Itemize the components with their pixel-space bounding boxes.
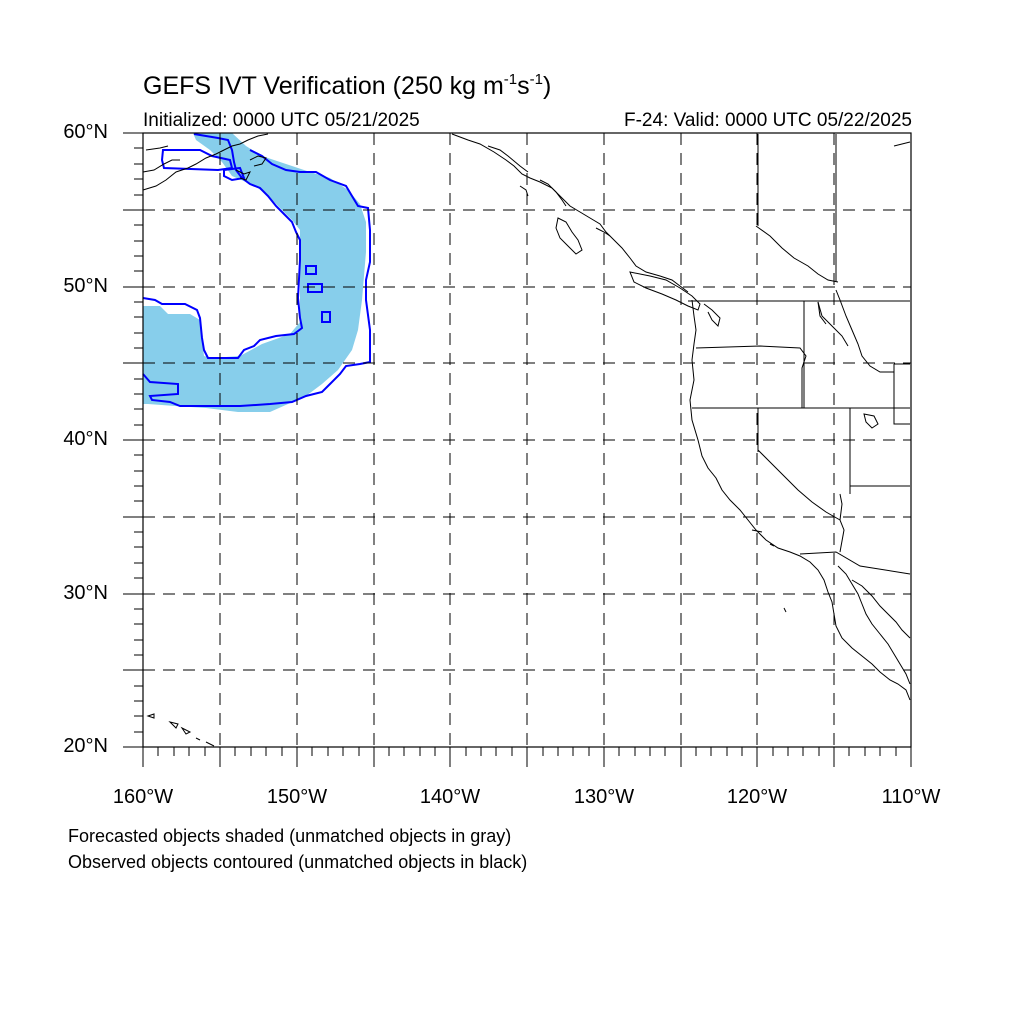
us-west-coast [689,299,911,701]
forecast-note: Forecasted objects shaded (unmatched obj… [68,826,512,846]
bc-coast [451,133,689,293]
lat-label-50n: 50°N [63,275,108,297]
coastlines [142,133,911,747]
initialized-time: Initialized: 0000 UTC 05/21/2025 [143,110,420,131]
map-title: GEFS IVT Verification (250 kg m-1s-1) [143,72,551,101]
alaska-peninsula-coast [142,133,269,191]
vancouver-island [629,271,701,311]
title-unit-s: s [517,72,530,100]
title-text: GEFS IVT Verification (250 kg m [143,72,504,100]
lon-label-160w: 160°W [112,786,174,808]
sierra-line [757,449,841,521]
valid-time: F-24: Valid: 0000 UTC 05/22/2025 [624,110,912,131]
lon-label-150w: 150°W [266,786,328,808]
axis-ticks [123,132,912,767]
title-exponent-1: -1 [503,71,518,88]
lon-label-120w: 120°W [726,786,788,808]
lat-label-60n: 60°N [63,121,108,143]
lat-label-40n: 40°N [63,428,108,450]
observed-note: Observed objects contoured (unmatched ob… [68,852,528,872]
observed-object [142,133,371,407]
lon-label-140w: 140°W [419,786,481,808]
lon-label-130w: 130°W [573,786,635,808]
lon-label-110w: 110°W [881,786,941,808]
political-borders [688,134,911,575]
lat-label-20n: 20°N [63,735,108,757]
forecast-object [143,133,366,412]
title-close: ) [542,72,552,100]
lat-lon-grid [143,133,911,747]
title-exponent-2: -1 [529,71,543,88]
baja-gulf-coast [837,565,911,685]
lat-label-30n: 30°N [63,582,108,604]
